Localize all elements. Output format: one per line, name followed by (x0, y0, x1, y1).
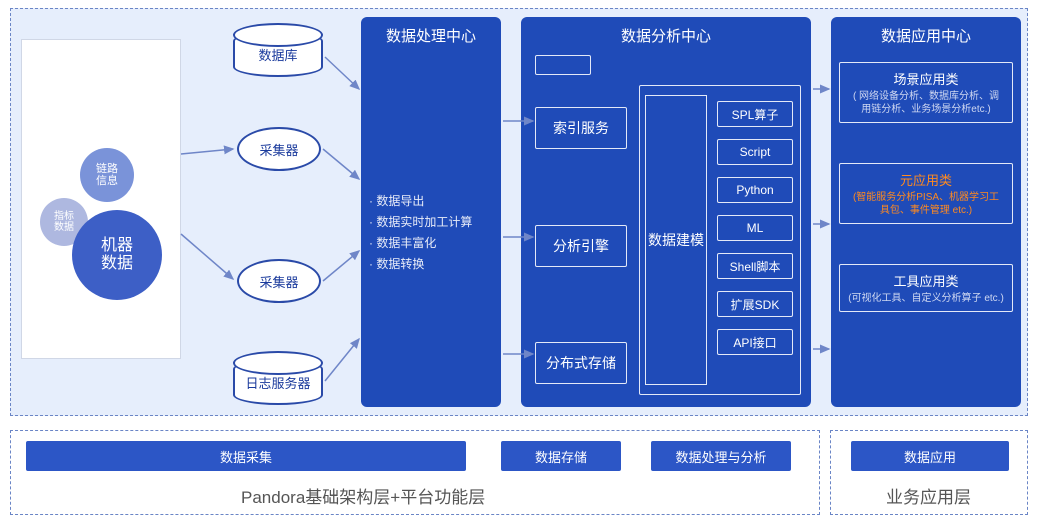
btn-store: 数据存储 (501, 441, 621, 471)
gear-mid-label: 链路 信息 (96, 163, 118, 187)
gear-small-label: 指标 数据 (54, 211, 74, 233)
model-label: 数据建模 (648, 230, 704, 250)
chip-label: Shell脚本 (730, 258, 781, 275)
analysis-title: 数据分析中心 (521, 17, 811, 52)
app-group-title: 元应用类 (848, 170, 1004, 189)
node-collector-2-label: 采集器 (259, 272, 298, 291)
btn-label: 数据应用 (904, 447, 956, 466)
chip-label: API接口 (733, 334, 776, 351)
chip-label: Script (740, 145, 771, 159)
proc-item: 数据导出 (369, 192, 493, 209)
app-group-tool: 工具应用类 (可视化工具、自定义分析算子 etc.) (839, 264, 1013, 312)
btn-proc-analyze: 数据处理与分析 (651, 441, 791, 471)
node-log-server: 日志服务器 (233, 359, 323, 405)
node-log-server-label: 日志服务器 (245, 373, 310, 392)
proc-item: 数据转换 (369, 255, 493, 272)
model-box: 数据建模 (645, 95, 707, 385)
bottom-right-container: 数据应用 业务应用层 (830, 430, 1028, 515)
service-engine-label: 分析引擎 (553, 236, 609, 256)
gear-mid: 链路 信息 (80, 148, 134, 202)
chip-shell: Shell脚本 (717, 253, 793, 279)
chip-python: Python (717, 177, 793, 203)
chip-label: SPL算子 (732, 106, 779, 123)
gear-big: 机器 数据 (72, 210, 162, 300)
app-group-desc: (可视化工具、自定义分析算子 etc.) (848, 292, 1004, 305)
processing-title: 数据处理中心 (361, 17, 501, 52)
top-dashed-container: 指标 数据 链路 信息 机器 数据 数据库 采集器 采集器 日志服务器 数据处理… (10, 8, 1028, 416)
app-group-desc: ( 网络设备分析、数据库分析、调用链分析、业务场景分析etc.) (848, 90, 1004, 116)
analysis-center: 数据分析中心 索引服务 分析引擎 分布式存储 数据建模 SPL算子 Script… (521, 17, 811, 407)
service-store: 分布式存储 (535, 342, 627, 384)
gear-big-label: 机器 数据 (101, 237, 133, 272)
bottom-left-container: 数据采集 数据存储 数据处理与分析 Pandora基础架构层+平台功能层 (10, 430, 820, 515)
left-layer-label: Pandora基础架构层+平台功能层 (241, 483, 485, 508)
node-database-label: 数据库 (258, 45, 297, 64)
app-group-title: 工具应用类 (848, 271, 1004, 290)
chip-label: Python (736, 183, 773, 197)
application-center: 数据应用中心 场景应用类 ( 网络设备分析、数据库分析、调用链分析、业务场景分析… (831, 17, 1021, 407)
service-store-label: 分布式存储 (546, 353, 616, 373)
proc-item: 数据丰富化 (369, 234, 493, 251)
btn-label: 数据采集 (220, 447, 272, 466)
node-collector-2: 采集器 (237, 259, 321, 303)
btn-app: 数据应用 (851, 441, 1009, 471)
service-index: 索引服务 (535, 107, 627, 149)
chip-ml: ML (717, 215, 793, 241)
service-engine: 分析引擎 (535, 225, 627, 267)
processing-list: 数据导出 数据实时加工计算 数据丰富化 数据转换 (361, 192, 501, 272)
btn-collect: 数据采集 (26, 441, 466, 471)
app-group-meta: 元应用类 (智能服务分析PISA、机器学习工具包、事件管理 etc.) (839, 163, 1013, 224)
btn-label: 数据存储 (535, 447, 587, 466)
service-index-label: 索引服务 (553, 118, 609, 138)
node-database: 数据库 (233, 31, 323, 77)
chip-label: 扩展SDK (731, 296, 780, 313)
application-title: 数据应用中心 (831, 17, 1021, 52)
node-collector-1: 采集器 (237, 127, 321, 171)
right-layer-label: 业务应用层 (886, 483, 971, 508)
app-group-desc: (智能服务分析PISA、机器学习工具包、事件管理 etc.) (848, 191, 1004, 217)
machine-data-panel: 指标 数据 链路 信息 机器 数据 (21, 39, 181, 359)
chip-script: Script (717, 139, 793, 165)
node-collector-1-label: 采集器 (259, 140, 298, 159)
chip-sdk: 扩展SDK (717, 291, 793, 317)
btn-label: 数据处理与分析 (675, 447, 766, 466)
analysis-deco-box (535, 55, 591, 75)
app-group-scene: 场景应用类 ( 网络设备分析、数据库分析、调用链分析、业务场景分析etc.) (839, 62, 1013, 123)
chip-api: API接口 (717, 329, 793, 355)
processing-center: 数据处理中心 数据导出 数据实时加工计算 数据丰富化 数据转换 (361, 17, 501, 407)
chip-spl: SPL算子 (717, 101, 793, 127)
app-group-title: 场景应用类 (848, 69, 1004, 88)
chip-label: ML (747, 221, 764, 235)
proc-item: 数据实时加工计算 (369, 213, 493, 230)
